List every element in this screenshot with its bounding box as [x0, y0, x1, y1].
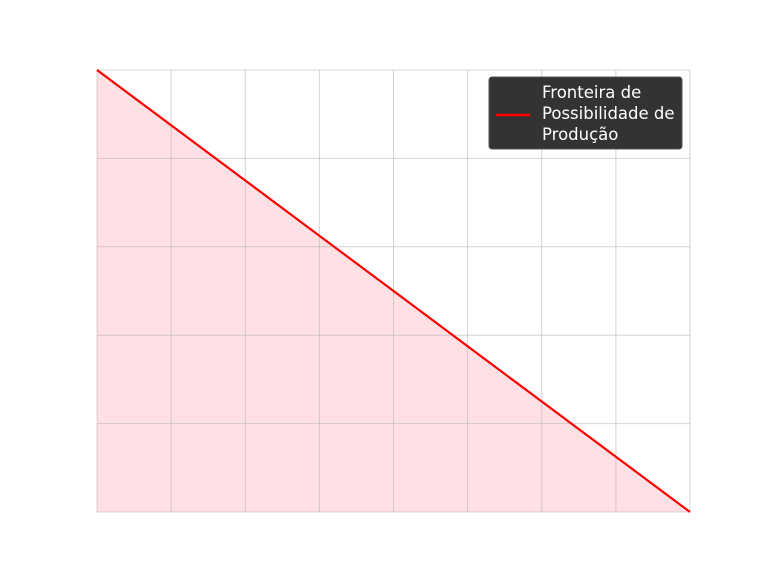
series-layer: [96, 69, 691, 513]
legend: Fronteira de Possibilidade de Produção: [488, 76, 683, 150]
grid-layer: [96, 69, 691, 513]
production-possibility-frontier-line: [96, 69, 691, 513]
legend-label-line-3: Produção: [542, 125, 618, 144]
legend-label-line-1: Fronteira de: [542, 83, 641, 102]
legend-box: [488, 76, 683, 150]
legend-label-line-2: Possibilidade de: [542, 104, 675, 123]
